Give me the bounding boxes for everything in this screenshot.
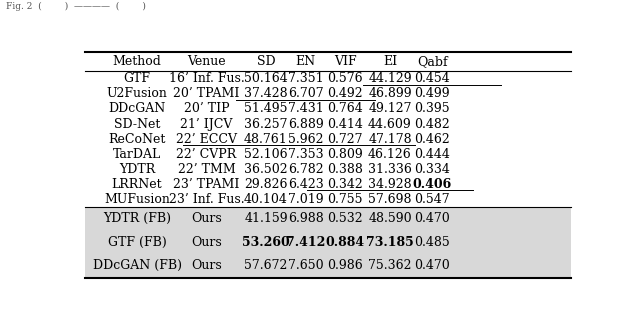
Text: 23’ TPAMI: 23’ TPAMI bbox=[173, 178, 239, 191]
Text: 0.388: 0.388 bbox=[328, 163, 364, 176]
Text: 0.395: 0.395 bbox=[414, 102, 450, 115]
Text: DDcGAN (FB): DDcGAN (FB) bbox=[93, 259, 182, 273]
Text: 57.672: 57.672 bbox=[244, 259, 288, 273]
Text: 0.764: 0.764 bbox=[328, 102, 364, 115]
Text: Qabf: Qabf bbox=[417, 55, 447, 68]
Text: 0.470: 0.470 bbox=[414, 212, 450, 225]
Text: 40.104: 40.104 bbox=[244, 193, 288, 206]
Text: 6.707: 6.707 bbox=[288, 87, 323, 100]
Text: GTF: GTF bbox=[124, 72, 150, 85]
Text: 22’ CVPR: 22’ CVPR bbox=[177, 148, 237, 161]
Text: 0.454: 0.454 bbox=[414, 72, 450, 85]
Text: 44.129: 44.129 bbox=[368, 72, 412, 85]
Text: 46.899: 46.899 bbox=[368, 87, 412, 100]
Text: 22’ TMM: 22’ TMM bbox=[178, 163, 236, 176]
Text: Fig. 2  (        )  ————  (        ): Fig. 2 ( ) ———— ( ) bbox=[6, 2, 147, 11]
Text: 37.428: 37.428 bbox=[244, 87, 288, 100]
Text: 0.547: 0.547 bbox=[414, 193, 450, 206]
Text: Ours: Ours bbox=[191, 212, 222, 225]
Text: 0.727: 0.727 bbox=[328, 133, 363, 146]
Text: 48.590: 48.590 bbox=[368, 212, 412, 225]
Text: 73.185: 73.185 bbox=[366, 236, 414, 249]
Text: EI: EI bbox=[383, 55, 397, 68]
Text: U2Fusion: U2Fusion bbox=[107, 87, 168, 100]
Text: 31.336: 31.336 bbox=[368, 163, 412, 176]
Text: 48.761: 48.761 bbox=[244, 133, 288, 146]
Text: MUFusion: MUFusion bbox=[104, 193, 170, 206]
Text: 7.019: 7.019 bbox=[288, 193, 323, 206]
Text: 0.444: 0.444 bbox=[414, 148, 450, 161]
Text: 20’ TPAMI: 20’ TPAMI bbox=[173, 87, 239, 100]
Text: 0.482: 0.482 bbox=[414, 118, 450, 131]
Text: 0.499: 0.499 bbox=[414, 87, 450, 100]
Text: 53.260: 53.260 bbox=[242, 236, 290, 249]
Text: 0.755: 0.755 bbox=[328, 193, 363, 206]
Text: 0.884: 0.884 bbox=[326, 236, 365, 249]
Text: 29.826: 29.826 bbox=[244, 178, 288, 191]
Text: 47.178: 47.178 bbox=[368, 133, 412, 146]
Text: 0.809: 0.809 bbox=[328, 148, 364, 161]
Text: 50.164: 50.164 bbox=[244, 72, 288, 85]
Text: 20’ TIP: 20’ TIP bbox=[184, 102, 229, 115]
Text: 0.986: 0.986 bbox=[328, 259, 364, 273]
Text: 7.412: 7.412 bbox=[286, 236, 325, 249]
Text: SD: SD bbox=[257, 55, 275, 68]
Text: 0.462: 0.462 bbox=[414, 133, 450, 146]
Text: 0.532: 0.532 bbox=[328, 212, 363, 225]
Text: EN: EN bbox=[296, 55, 316, 68]
Text: 0.492: 0.492 bbox=[328, 87, 363, 100]
Text: 6.782: 6.782 bbox=[288, 163, 323, 176]
Text: 21’ IJCV: 21’ IJCV bbox=[180, 118, 233, 131]
Text: 52.106: 52.106 bbox=[244, 148, 288, 161]
Text: 44.609: 44.609 bbox=[368, 118, 412, 131]
Text: Method: Method bbox=[113, 55, 161, 68]
Text: 41.159: 41.159 bbox=[244, 212, 288, 225]
Text: 7.431: 7.431 bbox=[288, 102, 324, 115]
Text: 51.495: 51.495 bbox=[244, 102, 288, 115]
Text: 0.485: 0.485 bbox=[414, 236, 450, 249]
Text: Ours: Ours bbox=[191, 236, 222, 249]
Text: ReCoNet: ReCoNet bbox=[108, 133, 166, 146]
Text: VIF: VIF bbox=[334, 55, 356, 68]
Bar bbox=[85, 207, 571, 278]
Text: LRRNet: LRRNet bbox=[112, 178, 163, 191]
Text: Ours: Ours bbox=[191, 259, 222, 273]
Text: 36.502: 36.502 bbox=[244, 163, 288, 176]
Text: 0.576: 0.576 bbox=[328, 72, 363, 85]
Text: 16’ Inf. Fus.: 16’ Inf. Fus. bbox=[168, 72, 244, 85]
Text: DDcGAN: DDcGAN bbox=[108, 102, 166, 115]
Text: 7.353: 7.353 bbox=[288, 148, 323, 161]
Text: TarDAL: TarDAL bbox=[113, 148, 161, 161]
Text: 0.342: 0.342 bbox=[328, 178, 364, 191]
Text: YDTR: YDTR bbox=[119, 163, 155, 176]
Text: 0.334: 0.334 bbox=[414, 163, 450, 176]
Text: 6.988: 6.988 bbox=[288, 212, 324, 225]
Text: 7.650: 7.650 bbox=[288, 259, 323, 273]
Text: 5.962: 5.962 bbox=[288, 133, 323, 146]
Text: 0.470: 0.470 bbox=[414, 259, 450, 273]
Text: 0.406: 0.406 bbox=[413, 178, 452, 191]
Text: 23’ Inf. Fus.: 23’ Inf. Fus. bbox=[169, 193, 244, 206]
Text: 6.423: 6.423 bbox=[288, 178, 324, 191]
Text: 36.257: 36.257 bbox=[244, 118, 288, 131]
Text: YDTR (FB): YDTR (FB) bbox=[103, 212, 171, 225]
Text: Venue: Venue bbox=[187, 55, 226, 68]
Text: GTF (FB): GTF (FB) bbox=[108, 236, 166, 249]
Text: 6.889: 6.889 bbox=[288, 118, 324, 131]
Text: 46.126: 46.126 bbox=[368, 148, 412, 161]
Text: 49.127: 49.127 bbox=[368, 102, 412, 115]
Text: 75.362: 75.362 bbox=[368, 259, 412, 273]
Text: 0.414: 0.414 bbox=[328, 118, 364, 131]
Text: SD-Net: SD-Net bbox=[114, 118, 160, 131]
Text: 22’ ECCV: 22’ ECCV bbox=[176, 133, 237, 146]
Text: 34.928: 34.928 bbox=[368, 178, 412, 191]
Text: 57.698: 57.698 bbox=[368, 193, 412, 206]
Text: 7.351: 7.351 bbox=[288, 72, 323, 85]
